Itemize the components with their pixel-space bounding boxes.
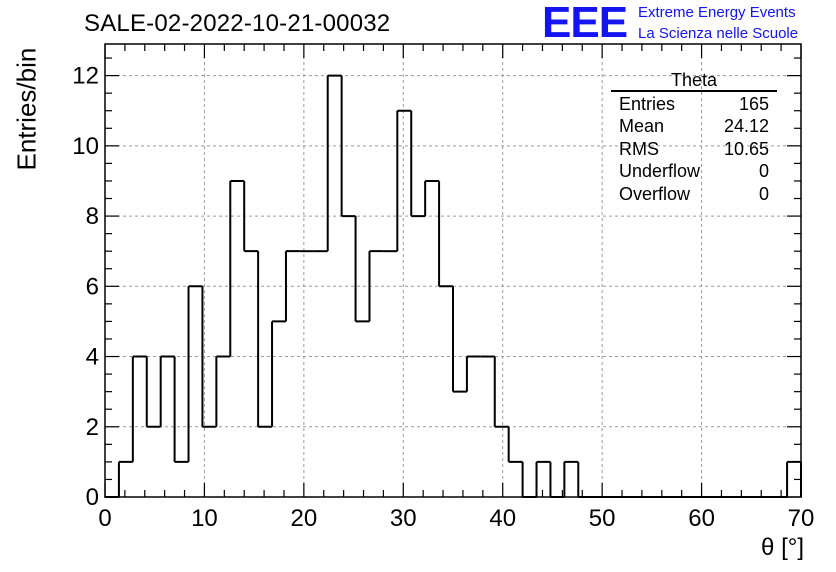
stats-label: RMS (619, 138, 659, 159)
y-tick-label: 2 (86, 414, 99, 441)
eee-logo: EEE (542, 0, 628, 47)
histogram-bin (159, 355, 175, 427)
y-axis-label: Entries/bin (11, 47, 42, 171)
stats-value: 24.12 (723, 116, 769, 137)
stats-box: Theta Entries 165 Mean 24.12 RMS 10.65 U… (611, 70, 777, 205)
y-tick-label: 6 (86, 273, 99, 300)
x-tick-label: 20 (291, 505, 318, 532)
logo-line-1: Extreme Energy Events (638, 4, 796, 21)
x-tick-label: 0 (98, 505, 111, 532)
histogram-bin (257, 251, 273, 428)
histogram-bin (326, 74, 342, 252)
histogram-bin (452, 286, 467, 393)
axis-ticks (104, 44, 802, 498)
histogram-bin (521, 461, 537, 498)
x-tick-label: 60 (688, 505, 715, 532)
x-axis-label: θ [°] (761, 534, 804, 561)
stats-row-overflow: Overflow 0 (611, 183, 777, 206)
histogram-bin (117, 460, 133, 497)
stats-value: 10.65 (723, 138, 769, 159)
histogram-bin (424, 179, 440, 217)
histogram-bin (201, 286, 217, 428)
histogram-bin (173, 356, 189, 463)
histogram-bin (187, 285, 203, 462)
histogram-bin (410, 110, 426, 218)
histogram-bin (284, 250, 300, 322)
logo-line-2: La Scienza nelle Scuole (638, 25, 799, 42)
histogram-bin (131, 355, 147, 462)
histogram-bin (243, 180, 259, 253)
histogram-bin (438, 180, 453, 288)
stats-label: Mean (619, 116, 665, 137)
y-tick-label: 0 (86, 484, 99, 511)
histogram-bin (368, 250, 384, 322)
plot-frame (104, 43, 802, 498)
histogram-bin (340, 75, 356, 218)
y-tick-label: 8 (86, 203, 99, 230)
plot-title: SALE-02-2022-10-21-00032 (84, 10, 391, 37)
axis-tick-labels: 0 10 20 30 40 50 60 70 0 2 4 6 8 10 12 (72, 63, 814, 532)
y-tick-label: 4 (86, 344, 99, 371)
histogram-bin (145, 356, 161, 428)
x-tick-label: 50 (589, 505, 616, 532)
stats-value: 0 (758, 161, 769, 182)
histogram-bin (563, 460, 579, 497)
stats-label: Underflow (619, 161, 701, 182)
histogram-bin (465, 355, 481, 392)
stats-label: Overflow (619, 183, 691, 204)
x-tick-label: 40 (489, 505, 516, 532)
histogram-bin (577, 461, 593, 498)
stats-row-underflow: Underflow 0 (611, 160, 777, 183)
stats-row-mean: Mean 24.12 (611, 115, 777, 138)
y-tick-label: 12 (72, 63, 99, 90)
stats-label: Entries (619, 93, 676, 114)
histogram-bin (535, 460, 551, 497)
histogram-bin (396, 109, 412, 252)
stats-value: 165 (738, 93, 769, 114)
stats-value: 0 (758, 183, 769, 204)
stats-row-entries: Entries 165 (611, 93, 777, 116)
y-tick-label: 10 (72, 133, 99, 160)
histogram-bin (354, 216, 370, 323)
stats-title: Theta (670, 70, 718, 90)
histogram-bin (215, 355, 231, 427)
histogram-bin (493, 356, 509, 428)
x-tick-label: 70 (788, 505, 815, 532)
x-tick-label: 10 (191, 505, 218, 532)
histogram-bin (271, 320, 286, 427)
x-tick-label: 30 (390, 505, 417, 532)
stats-separator (611, 90, 777, 92)
histogram-bin (229, 179, 245, 357)
stats-row-rms: RMS 10.65 (611, 138, 777, 161)
histogram-bin (507, 426, 523, 463)
